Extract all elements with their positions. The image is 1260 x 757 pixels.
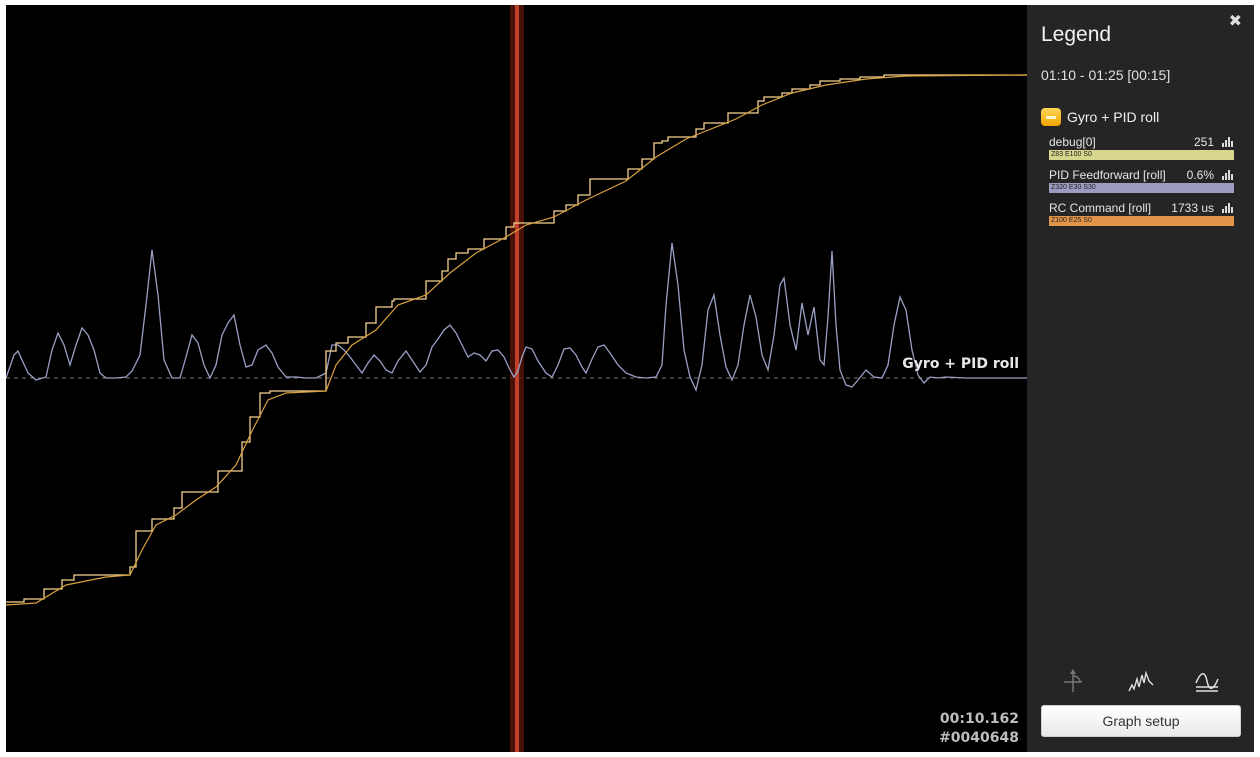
field-value: 0.6% <box>1186 167 1214 182</box>
field-name[interactable]: RC Command [roll] <box>1049 200 1152 215</box>
legend-field-rc-command[interactable]: RC Command [roll] 1733 us Z100 E25 S0 <box>1049 201 1234 226</box>
time-readout: 00:10.162 #0040648 <box>939 710 1019 748</box>
field-value: 251 <box>1193 134 1214 149</box>
playback-cursor[interactable] <box>515 5 519 752</box>
frame-number: #0040648 <box>939 730 1019 746</box>
spectrum-bars-icon[interactable] <box>1222 169 1234 180</box>
field-settings-bar: Z83 E100 S0 <box>1049 150 1234 160</box>
field-name[interactable]: PID Feedforward [roll] <box>1049 167 1166 182</box>
graph-setup-button[interactable]: Graph setup <box>1041 705 1241 737</box>
legend-time-range: 01:10 - 01:25 [00:15] <box>1041 67 1171 83</box>
legend-panel: ✖ Legend 01:10 - 01:25 [00:15] Gyro + PI… <box>1027 5 1254 752</box>
spectrum-icon[interactable] <box>1127 667 1155 695</box>
spectrum-bars-icon[interactable] <box>1222 202 1234 213</box>
graph-plot[interactable] <box>6 5 1027 752</box>
feedforward-trace <box>6 74 1027 606</box>
close-icon[interactable]: ✖ <box>1228 13 1242 30</box>
legend-tools <box>1041 667 1241 695</box>
field-settings-bar: Z100 E25 S0 <box>1049 216 1234 226</box>
smoothing-icon[interactable] <box>1193 667 1221 695</box>
group-name[interactable]: Gyro + PID roll <box>1067 109 1160 125</box>
debug-trace <box>6 242 1027 392</box>
legend-title: Legend <box>1041 23 1112 46</box>
field-value: 1733 us <box>1171 200 1214 215</box>
time-value: 00:10.162 <box>939 711 1019 727</box>
legend-field-debug[interactable]: debug[0] 251 Z83 E100 S0 <box>1049 135 1234 160</box>
legend-field-pid-feedforward[interactable]: PID Feedforward [roll] 0.6% Z320 E30 S30 <box>1049 168 1234 193</box>
legend-group-gyro-pid-roll[interactable]: Gyro + PID roll <box>1041 107 1159 127</box>
graph-overlay-label: Gyro + PID roll <box>902 356 1019 372</box>
axis-pan-icon[interactable] <box>1059 667 1087 695</box>
field-name[interactable]: debug[0] <box>1049 134 1096 149</box>
spectrum-bars-icon[interactable] <box>1222 136 1234 147</box>
field-settings-bar: Z320 E30 S30 <box>1049 183 1234 193</box>
command-trace <box>6 74 1027 603</box>
group-toggle-icon[interactable] <box>1041 108 1061 126</box>
graph-canvas[interactable]: Gyro + PID roll 00:10.162 #0040648 <box>6 5 1027 752</box>
